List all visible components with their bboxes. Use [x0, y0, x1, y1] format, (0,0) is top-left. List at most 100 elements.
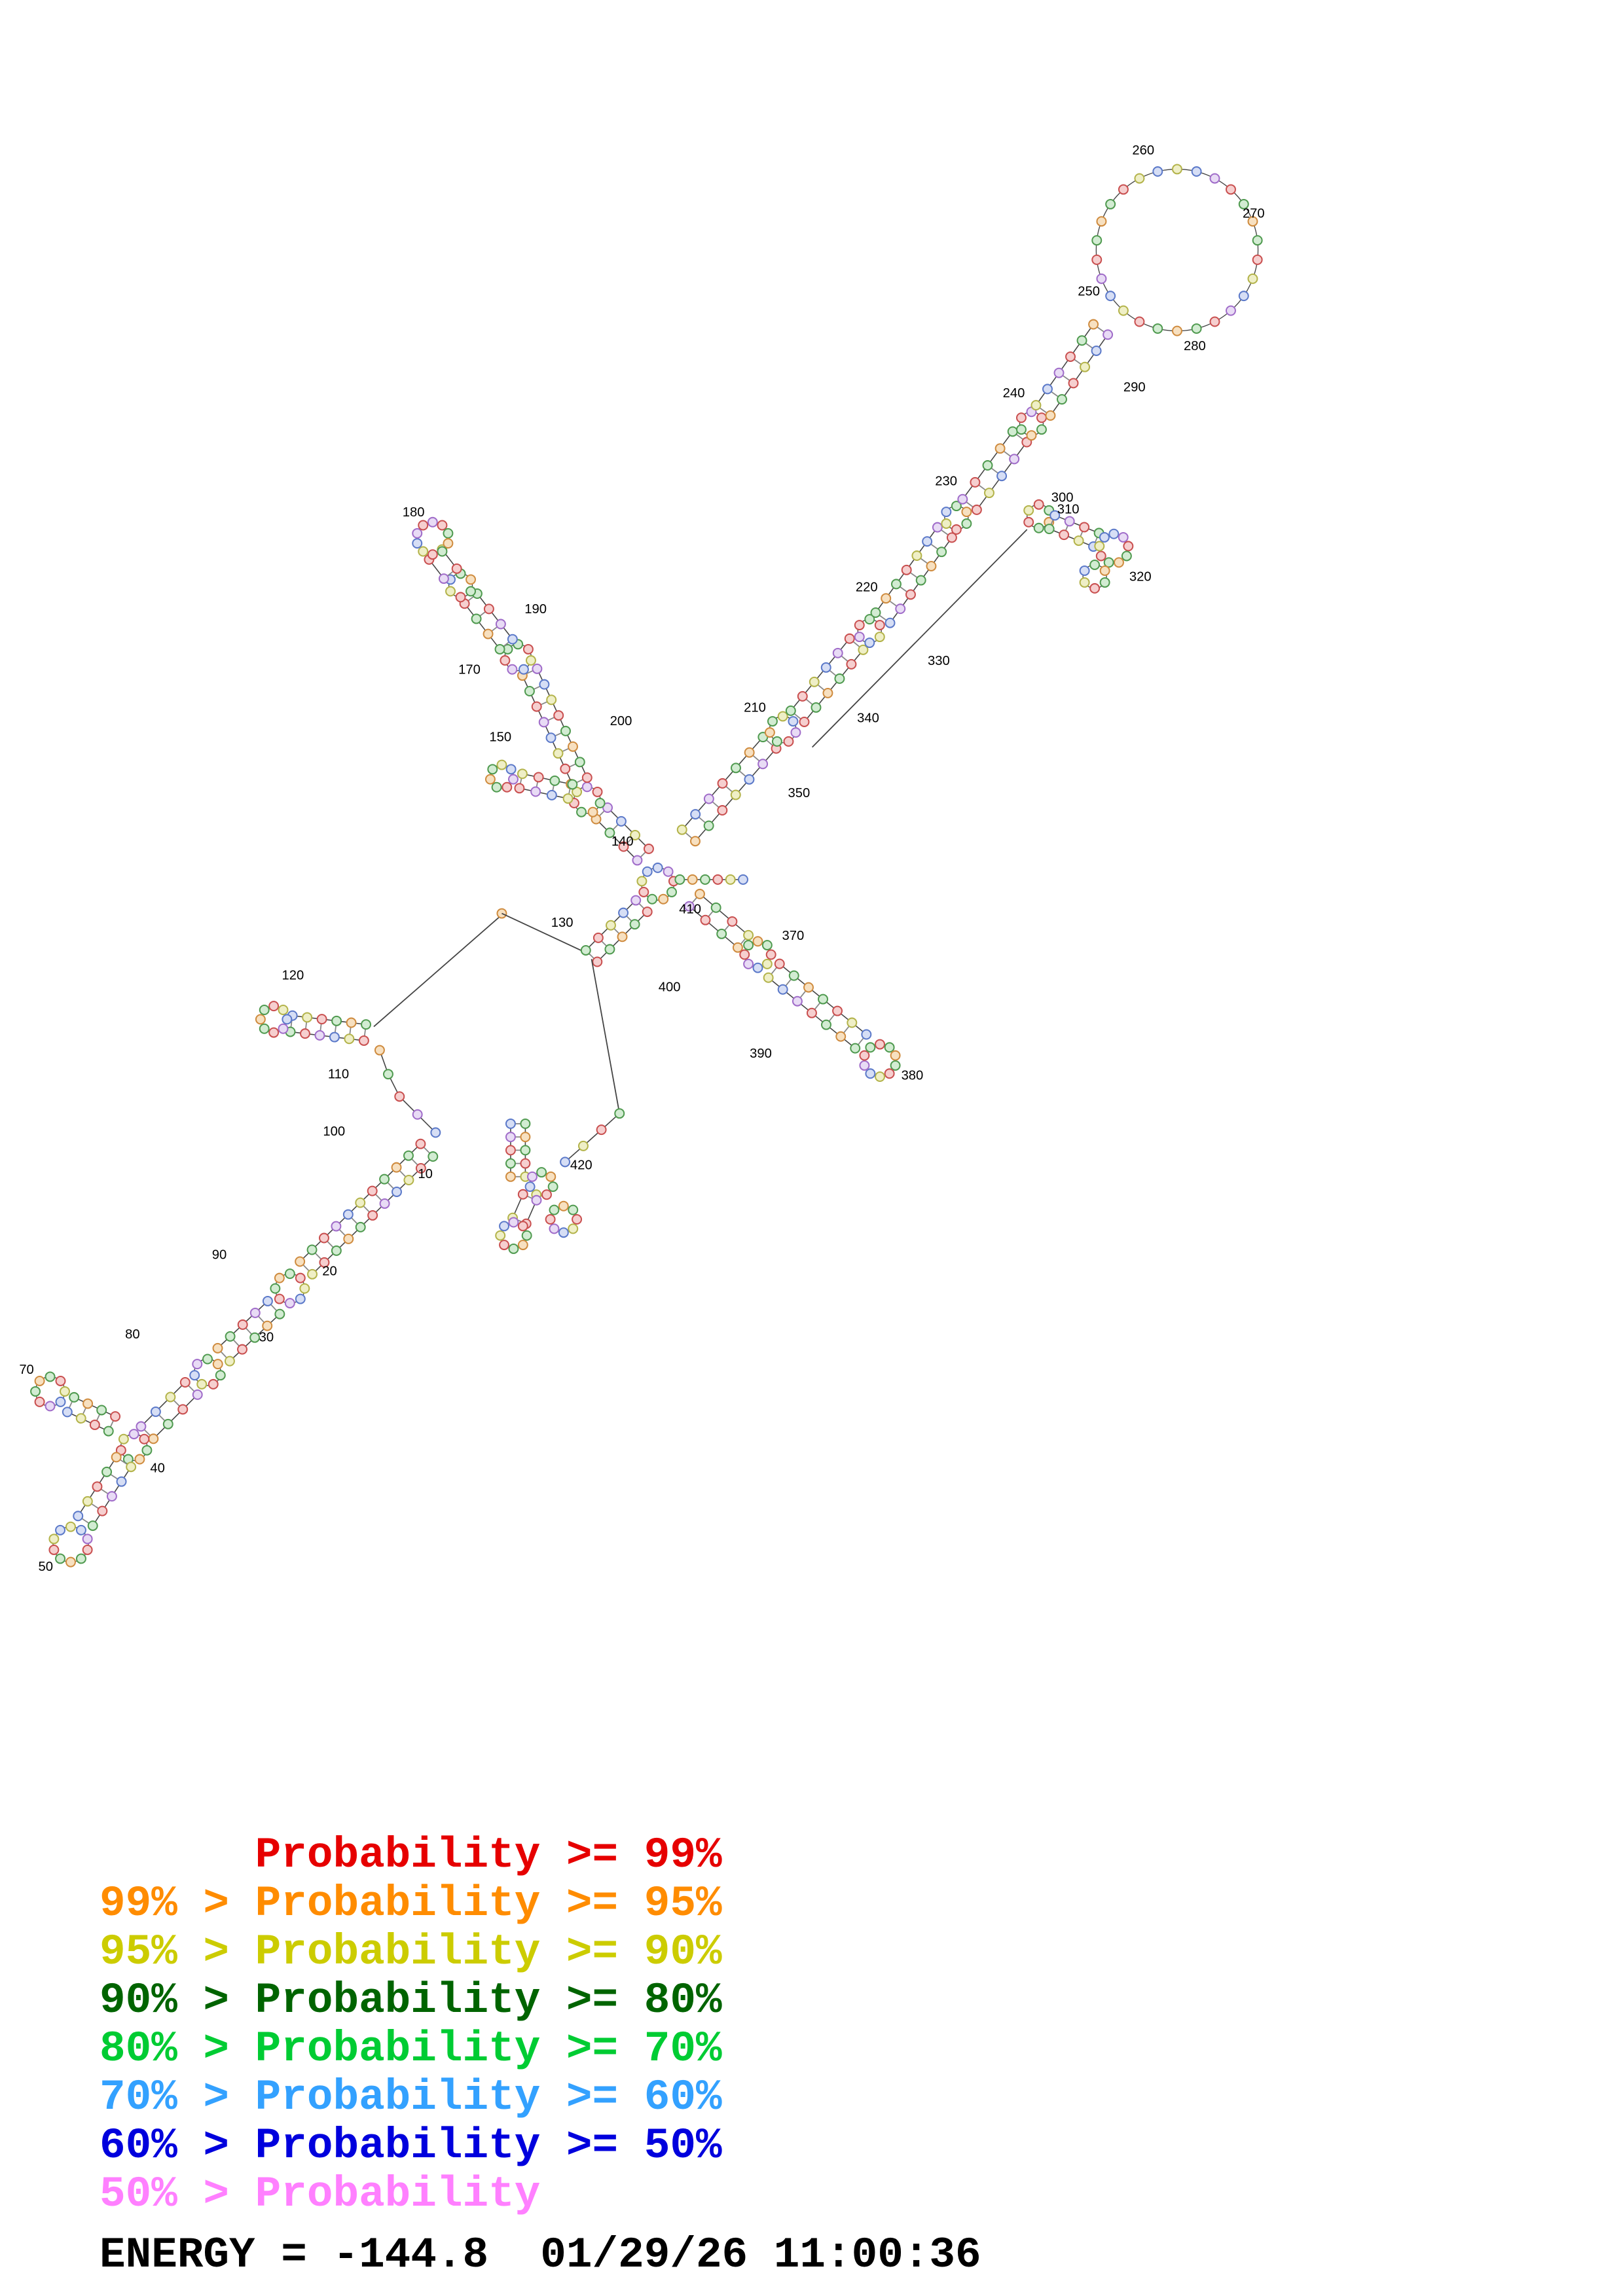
nucleotide-bead	[864, 637, 875, 649]
nucleotide-bead	[1088, 319, 1099, 330]
nucleotide-bead	[562, 793, 574, 804]
probability-legend: Probability >= 99% 99% > Probability >= 9…	[100, 1831, 722, 2219]
nucleotide-bead	[491, 781, 502, 793]
nucleotide-bead	[505, 1171, 516, 1182]
nucleotide-bead	[134, 1454, 145, 1465]
nucleotide-bead	[278, 1023, 289, 1034]
nucleotide-bead	[739, 949, 750, 960]
connector-line	[811, 529, 1028, 748]
nucleotide-bead	[278, 1005, 289, 1015]
nucleotide-bead	[48, 1534, 60, 1545]
nucleotide-bead	[820, 1019, 831, 1030]
nucleotide-bead	[55, 1375, 66, 1386]
nucleotide-bead	[1118, 531, 1129, 543]
nucleotide-bead	[284, 1298, 295, 1309]
nucleotide-bead	[890, 579, 902, 590]
nucleotide-bead	[553, 748, 564, 759]
nucleotide-bead	[403, 1150, 414, 1161]
nucleotide-bead	[538, 717, 549, 728]
nucleotide-bead	[1238, 198, 1249, 209]
nucleotide-bead	[189, 1370, 200, 1381]
nucleotide-bead	[1152, 166, 1163, 177]
nucleotide-bead	[743, 940, 754, 951]
nucleotide-bead	[1036, 412, 1047, 423]
nucleotide-bead	[822, 687, 833, 698]
nucleotide-bead	[854, 620, 865, 631]
nucleotide-bead	[605, 920, 616, 931]
nucleotide-bead	[471, 613, 482, 624]
nucleotide-bead	[1247, 273, 1258, 284]
backbone-segment	[1054, 514, 1099, 534]
nucleotide-bead	[342, 1209, 354, 1220]
nucleotide-bead	[957, 493, 968, 505]
position-label: 220	[856, 580, 878, 594]
nucleotide-bead	[344, 1033, 355, 1045]
position-label: 40	[150, 1462, 165, 1476]
nucleotide-bead	[777, 711, 788, 722]
nucleotide-bead	[507, 774, 519, 785]
nucleotide-bead	[514, 783, 525, 794]
nucleotide-bead	[521, 1230, 532, 1241]
nucleotide-bead	[508, 1217, 519, 1228]
nucleotide-bead	[744, 747, 755, 758]
nucleotide-bead	[34, 1375, 45, 1386]
nucleotide-bead	[604, 827, 615, 838]
nucleotide-bead	[525, 655, 536, 666]
nucleotide-bead	[139, 1433, 150, 1444]
nucleotide-bead	[792, 996, 803, 1007]
nucleotide-bead	[531, 1194, 542, 1206]
nucleotide-bead	[295, 1293, 306, 1304]
position-label: 330	[928, 654, 950, 668]
nucleotide-bead	[1247, 216, 1258, 227]
position-label: 290	[1123, 380, 1146, 395]
position-label: 320	[1129, 570, 1152, 584]
nucleotide-bead	[1030, 400, 1042, 411]
nucleotide-bead	[382, 1069, 393, 1080]
nucleotide-bead	[1079, 565, 1090, 576]
nucleotide-bead	[316, 1014, 327, 1025]
backbone-segment	[607, 807, 649, 850]
nucleotide-bead	[520, 1158, 531, 1169]
nucleotide-bead	[141, 1444, 153, 1456]
nucleotide-bead	[162, 1418, 173, 1429]
nucleotide-bead	[307, 1268, 318, 1280]
nucleotide-bead	[970, 476, 981, 488]
nucleotide-bead	[859, 1050, 870, 1061]
nucleotide-bead	[941, 507, 952, 518]
nucleotide-bead	[765, 949, 776, 960]
nucleotide-bead	[558, 1227, 569, 1238]
nucleotide-bead	[859, 1060, 870, 1071]
nucleotide-bead	[926, 560, 937, 571]
nucleotide-bead	[403, 1175, 414, 1185]
position-label: 200	[610, 714, 632, 728]
nucleotide-bead	[767, 716, 778, 727]
nucleotide-bead	[487, 764, 498, 775]
nucleotide-bead	[630, 895, 642, 906]
nucleotide-bead	[932, 522, 943, 533]
nucleotide-bead	[890, 1060, 901, 1071]
position-label: 140	[611, 834, 634, 849]
nucleotide-bead	[546, 694, 557, 706]
nucleotide-bead	[82, 1534, 93, 1545]
nucleotide-bead	[684, 901, 695, 912]
nucleotide-bead	[1209, 173, 1220, 184]
nucleotide-bead	[355, 1197, 366, 1208]
backbone-segment	[564, 1113, 620, 1162]
nucleotide-bead	[517, 1189, 528, 1200]
nucleotide-bead	[592, 956, 603, 967]
nucleotide-bead	[587, 806, 598, 817]
nucleotide-bead	[116, 1476, 127, 1487]
nucleotide-bead	[346, 1017, 357, 1028]
nucleotide-bead	[936, 547, 947, 558]
nucleotide-bead	[484, 774, 496, 785]
nucleotide-bead	[1015, 424, 1027, 435]
nucleotide-bead	[55, 1396, 66, 1407]
nucleotide-bead	[743, 929, 754, 941]
backbone-segment	[153, 1394, 198, 1439]
nucleotide-bead	[1113, 557, 1124, 568]
nucleotide-bead	[1033, 499, 1044, 510]
nucleotide-bead	[884, 617, 896, 628]
nucleotide-bead	[361, 1019, 372, 1030]
nucleotide-bead	[1079, 577, 1090, 588]
nucleotide-bead	[846, 658, 857, 670]
